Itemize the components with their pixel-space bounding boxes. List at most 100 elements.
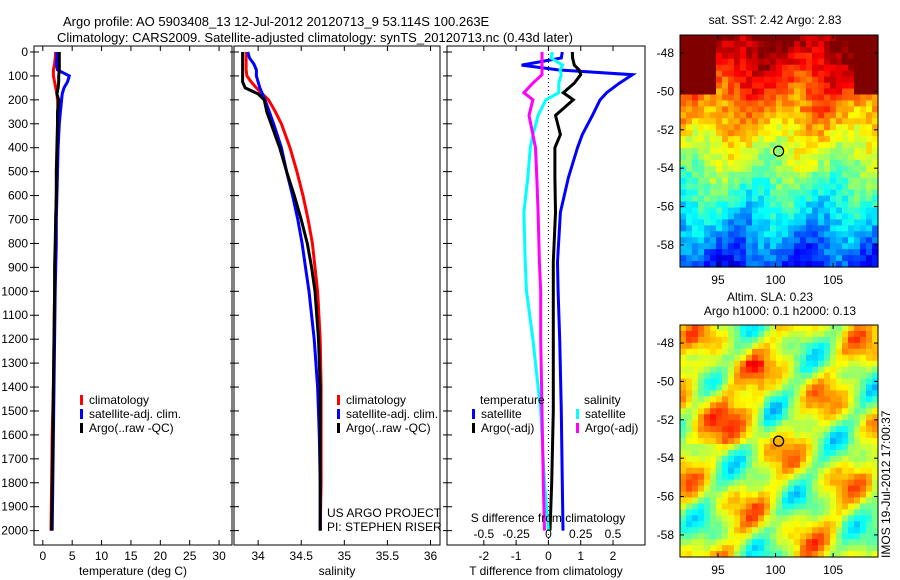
- map-cell: [830, 219, 837, 226]
- map-cell: [740, 130, 747, 137]
- map-cell: [842, 509, 849, 516]
- map-cell: [782, 237, 789, 244]
- map-cell: [854, 366, 861, 374]
- map-cell: [704, 171, 711, 179]
- map-cell: [782, 219, 789, 226]
- map-cell: [692, 396, 699, 403]
- map-cell: [698, 360, 705, 368]
- map-cell: [830, 396, 837, 403]
- map-cell: [758, 112, 765, 119]
- map-cell: [812, 461, 819, 469]
- map-cell: [752, 396, 759, 403]
- map-cell: [752, 432, 759, 439]
- map-cell: [842, 165, 849, 173]
- map-cell: [704, 527, 711, 534]
- map-cell: [854, 58, 861, 66]
- map-cell: [740, 52, 747, 60]
- map-cell: [800, 106, 807, 113]
- map-cell: [830, 485, 837, 493]
- map-cell: [722, 485, 729, 493]
- map-cell: [830, 366, 837, 374]
- map-cell: [770, 40, 777, 48]
- map-cell: [872, 330, 879, 338]
- map-cell: [782, 183, 789, 191]
- map-cell: [848, 509, 855, 516]
- map-cell: [734, 124, 741, 131]
- map-cell: [812, 100, 819, 107]
- map-cell: [686, 449, 693, 457]
- map-cell: [752, 479, 759, 487]
- map-cell: [830, 136, 837, 143]
- map-cell: [728, 408, 735, 415]
- map-cell: [782, 195, 789, 203]
- argo-float-location-marker: [772, 435, 785, 447]
- map-cell: [824, 88, 831, 96]
- map-cell: [866, 207, 873, 215]
- map-cell: [872, 243, 879, 250]
- map-cell: [752, 124, 759, 131]
- map-cell: [704, 64, 711, 72]
- map-cell: [716, 485, 723, 493]
- map-cell: [842, 467, 849, 475]
- map-cell: [692, 485, 699, 493]
- map-cell: [710, 551, 717, 558]
- map-cell: [710, 195, 717, 203]
- map-cell: [782, 443, 789, 451]
- map-cell: [722, 159, 729, 167]
- map-cell: [842, 330, 849, 338]
- map-cell: [698, 551, 705, 558]
- map-cell: [794, 426, 801, 433]
- map-cell: [866, 88, 873, 96]
- map-cell: [698, 402, 705, 409]
- map-cell: [794, 455, 801, 463]
- map-cell: [758, 213, 765, 221]
- map-cell: [782, 473, 789, 481]
- map-cell: [758, 165, 765, 173]
- map-cell: [692, 249, 699, 256]
- map-cell: [800, 255, 807, 262]
- map-cell: [824, 384, 831, 392]
- map-cell: [680, 124, 687, 131]
- map-cell: [770, 497, 777, 505]
- map-cell: [728, 378, 735, 386]
- map-cell: [848, 219, 855, 226]
- map-cell: [824, 366, 831, 374]
- map-cell: [848, 336, 855, 344]
- map-cell: [842, 207, 849, 215]
- map-cell: [860, 82, 867, 90]
- map-cell: [818, 461, 825, 469]
- map-cell: [800, 485, 807, 493]
- map-cell: [728, 35, 735, 42]
- map-cell: [728, 449, 735, 457]
- map-cell: [788, 330, 795, 338]
- map-cell: [794, 189, 801, 197]
- map-cell: [842, 237, 849, 244]
- map-cell: [704, 390, 711, 397]
- map-cell: [758, 420, 765, 427]
- map-cell: [788, 76, 795, 84]
- map-cell: [734, 148, 741, 155]
- map-cell: [854, 438, 861, 445]
- map-cell: [752, 503, 759, 511]
- map-cell: [776, 533, 783, 540]
- map-cell: [734, 342, 741, 350]
- map-cell: [860, 336, 867, 344]
- map-cell: [686, 136, 693, 143]
- map-cell: [698, 461, 705, 469]
- map-cell: [800, 467, 807, 475]
- map-cell: [728, 396, 735, 403]
- map-cell: [806, 485, 813, 493]
- map-cell: [854, 515, 861, 522]
- map-cell: [830, 112, 837, 119]
- map-cell: [764, 58, 771, 66]
- map-cell: [836, 509, 843, 516]
- map-cell: [680, 485, 687, 493]
- map-cell: [758, 195, 765, 203]
- map-cell: [836, 231, 843, 238]
- map-cell: [698, 509, 705, 516]
- map-cell: [734, 497, 741, 505]
- map-cell: [860, 509, 867, 516]
- map-cell: [812, 177, 819, 185]
- map-cell: [758, 124, 765, 131]
- map-cell: [800, 40, 807, 48]
